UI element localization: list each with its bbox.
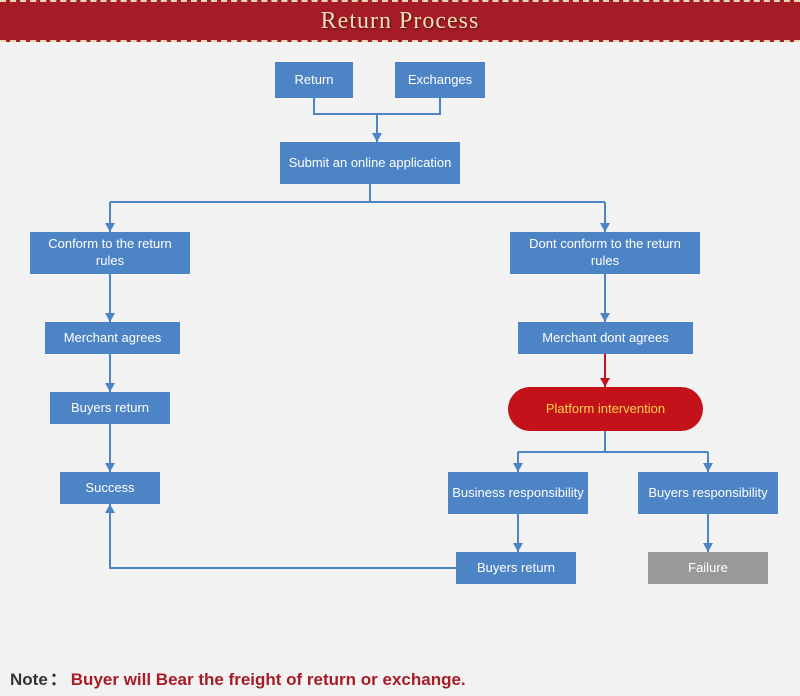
node-exchanges: Exchanges (395, 62, 485, 98)
node-buyers_ret_r: Buyers return (456, 552, 576, 584)
footnote-colon: ： (50, 670, 67, 689)
node-success: Success (60, 472, 160, 504)
flowchart-canvas: Return Exchanges Submit an online applicat… (0, 42, 800, 652)
node-submit: Submit an online application (280, 142, 460, 184)
banner: Return Process (0, 0, 800, 42)
node-buy_resp: Buyers responsibility (638, 472, 778, 514)
node-return: Return (275, 62, 353, 98)
node-merch_agree: Merchant agrees (45, 322, 180, 354)
footnote: Note：Buyer will Bear the freight of retu… (10, 665, 790, 690)
node-conform: Conform to the return rules (30, 232, 190, 274)
node-platform: Platform intervention (508, 387, 703, 431)
footnote-text: Buyer will Bear the freight of return or… (71, 670, 466, 689)
node-biz_resp: Business responsibility (448, 472, 588, 514)
node-dont_conform: Dont conform to the return rules (510, 232, 700, 274)
node-buyers_ret_l: Buyers return (50, 392, 170, 424)
footnote-label: Note (10, 670, 48, 689)
banner-title: Return Process (321, 8, 480, 35)
node-merch_dont: Merchant dont agrees (518, 322, 693, 354)
node-failure: Failure (648, 552, 768, 584)
